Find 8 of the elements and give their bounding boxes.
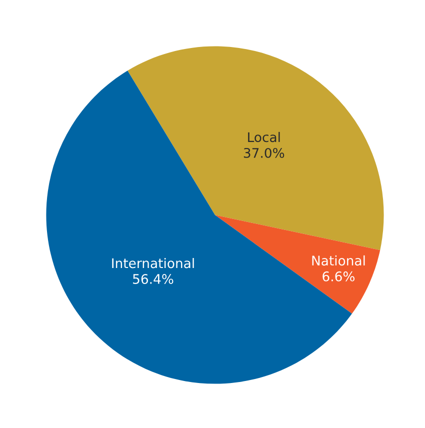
- slice-label: Local: [248, 132, 280, 142]
- slice-label: International: [112, 258, 194, 268]
- pie-slice: [215, 215, 380, 314]
- slice-label: National: [312, 255, 365, 266]
- data-label: 56.4%: [133, 274, 174, 284]
- data-label: 6.6%: [322, 271, 355, 282]
- pie-slice: [128, 46, 384, 250]
- data-label: 37.0%: [244, 148, 284, 158]
